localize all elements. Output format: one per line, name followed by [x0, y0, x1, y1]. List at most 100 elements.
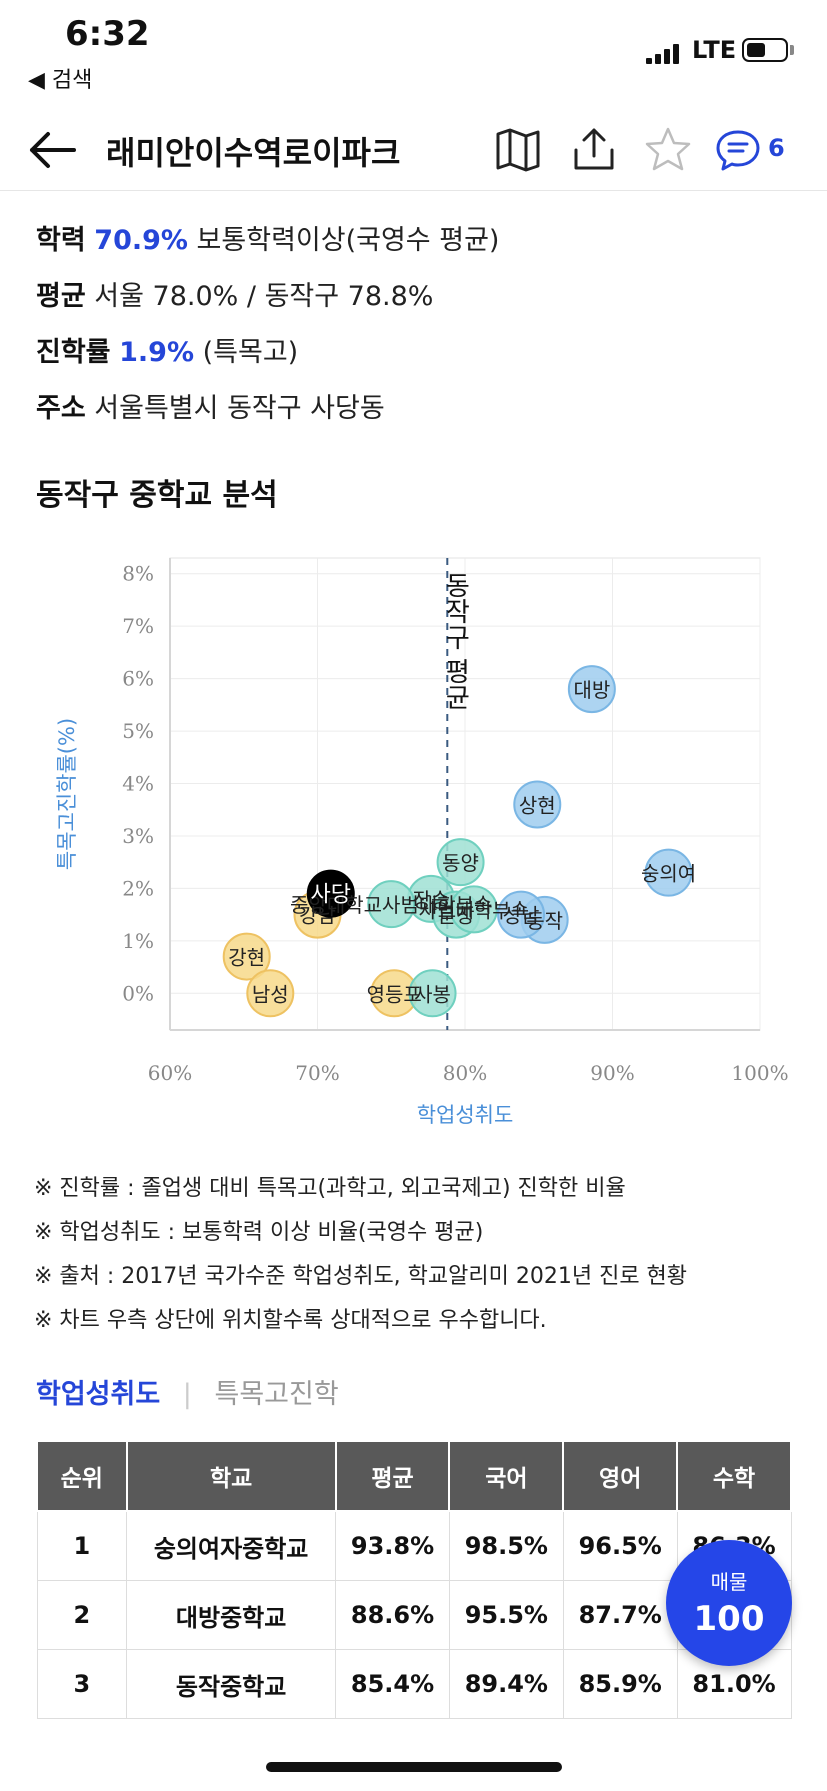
cell-rank: 2: [36, 1580, 128, 1650]
y-tick-label: 4%: [122, 772, 154, 796]
x-axis-title: 학업성취도: [417, 1103, 514, 1127]
scatter-point: [222, 932, 271, 981]
point-label: 남성: [252, 982, 289, 1006]
scatter-point: [644, 848, 693, 897]
note-2: ※ 학업성취도 : 보통학력 이상 비율(국영수 평균): [34, 1220, 484, 1245]
average-label: 평균: [36, 281, 86, 312]
scatter-point: [408, 969, 457, 1018]
point-label: 중앙대학교사범대학부속: [290, 893, 492, 917]
page-header: 래미안이수역로이파크 6: [0, 110, 827, 191]
average-row: 평균 서울 78.0% / 동작구 78.8%: [36, 274, 433, 313]
point-label: 강현: [228, 946, 265, 970]
y-axis-title: 특목고진학률(%): [55, 718, 79, 870]
back-to-app-link[interactable]: ◀ 검색: [28, 68, 93, 93]
scatter-point: [449, 885, 498, 934]
y-tick-label: 7%: [122, 614, 154, 638]
address-row: 주소 서울특별시 동작구 사당동: [36, 386, 385, 425]
tab-separator: |: [182, 1379, 192, 1410]
point-label: 성남: [503, 904, 540, 928]
cell-english: 96.5%: [562, 1510, 678, 1581]
cell-average: 88.6%: [335, 1580, 450, 1650]
cell-korean: 98.5%: [448, 1510, 564, 1581]
advancement-suffix: (특목고): [202, 337, 299, 368]
cell-korean: 95.5%: [448, 1580, 564, 1650]
share-icon[interactable]: [568, 124, 620, 176]
section-title: 동작구 중학교 분석: [36, 478, 278, 513]
cell-english: 85.9%: [562, 1649, 678, 1719]
advancement-label: 진학률: [36, 337, 111, 368]
home-indicator[interactable]: [266, 1762, 562, 1772]
network-label: LTE: [692, 36, 737, 64]
col-average: 평균: [334, 1440, 451, 1512]
scatter-point: [306, 869, 355, 918]
note-4: ※ 차트 우측 상단에 위치할수록 상대적으로 우수합니다.: [34, 1308, 547, 1333]
listings-count: 100: [693, 1599, 765, 1639]
col-school: 학교: [125, 1440, 337, 1512]
advancement-row: 진학률 1.9% (특목고): [36, 330, 298, 369]
tab-academic[interactable]: 학업성취도: [36, 1379, 161, 1410]
y-tick-label: 3%: [122, 824, 154, 848]
cell-korean: 89.4%: [448, 1649, 564, 1719]
table-row[interactable]: 1 숭의여자중학교 93.8% 98.5% 96.5% 86.3%: [36, 1510, 792, 1581]
scatter-point: [367, 880, 416, 929]
point-label: 상현: [519, 793, 556, 817]
cell-school: 동작중학교: [126, 1649, 337, 1719]
scatter-point: [497, 890, 546, 939]
academic-suffix: 보통학력이상(국영수 평균): [196, 225, 500, 256]
advancement-value: 1.9%: [119, 337, 195, 368]
scatter-point: [567, 665, 616, 714]
col-rank: 순위: [36, 1440, 128, 1512]
back-arrow-icon[interactable]: [28, 128, 78, 172]
col-english: 영어: [562, 1440, 679, 1512]
address-value: 서울특별시 동작구 사당동: [94, 393, 385, 424]
scatter-point: [436, 838, 485, 887]
signal-icon: [646, 42, 686, 64]
point-label: 동양: [442, 851, 479, 875]
point-label: 숭의여: [641, 862, 696, 886]
x-tick-label: 70%: [295, 1061, 339, 1085]
y-tick-label: 8%: [122, 562, 154, 586]
star-icon[interactable]: [642, 124, 694, 176]
battery-icon: [742, 38, 788, 62]
x-tick-label: 90%: [590, 1061, 634, 1085]
point-label: 사봉: [414, 982, 451, 1006]
x-tick-label: 80%: [443, 1061, 487, 1085]
y-tick-label: 2%: [122, 876, 154, 900]
note-3: ※ 출처 : 2017년 국가수준 학업성취도, 학교알리미 2021년 진로 …: [34, 1264, 688, 1289]
point-label: 장승: [413, 888, 450, 912]
address-label: 주소: [36, 393, 86, 424]
y-tick-label: 0%: [122, 981, 154, 1005]
point-label: 강남: [299, 904, 336, 928]
comment-icon[interactable]: [712, 124, 764, 176]
cell-school: 숭의여자중학교: [126, 1510, 337, 1581]
table-header-row: 순위 학교 평균 국어 영어 수학: [36, 1440, 792, 1512]
scatter-point: [246, 969, 295, 1018]
comment-count[interactable]: 6: [768, 134, 785, 162]
status-bar: 6:32 ◀ 검색 LTE: [0, 0, 827, 100]
point-label: 사범대학부속: [419, 898, 529, 922]
listings-button[interactable]: 매물 100: [666, 1540, 792, 1666]
scatter-point: [513, 780, 562, 829]
average-line-label: 동작구 평균: [440, 572, 470, 710]
col-math: 수학: [676, 1440, 792, 1512]
cell-average: 85.4%: [335, 1649, 450, 1719]
y-tick-label: 6%: [122, 667, 154, 691]
x-tick-label: 100%: [731, 1061, 788, 1085]
academic-label: 학력: [36, 225, 86, 256]
tab-advancement[interactable]: 특목고진학: [214, 1379, 339, 1410]
cell-rank: 1: [36, 1510, 128, 1581]
point-label: 영등포: [367, 982, 422, 1006]
academic-value: 70.9%: [94, 225, 188, 256]
table-row[interactable]: 3 동작중학교 85.4% 89.4% 85.9% 81.0%: [36, 1649, 792, 1719]
col-korean: 국어: [448, 1440, 565, 1512]
map-icon[interactable]: [492, 124, 544, 176]
x-tick-label: 60%: [148, 1061, 192, 1085]
battery-tip: [790, 45, 794, 55]
point-label: 대방: [573, 678, 610, 702]
note-1: ※ 진학률 : 졸업생 대비 특목고(과학고, 외고국제고) 진학한 비율: [34, 1176, 626, 1201]
cell-school: 대방중학교: [126, 1580, 337, 1650]
point-label: 동작: [526, 909, 563, 933]
cell-english: 87.7%: [562, 1580, 678, 1650]
cell-average: 93.8%: [335, 1510, 450, 1581]
y-tick-label: 1%: [122, 929, 154, 953]
